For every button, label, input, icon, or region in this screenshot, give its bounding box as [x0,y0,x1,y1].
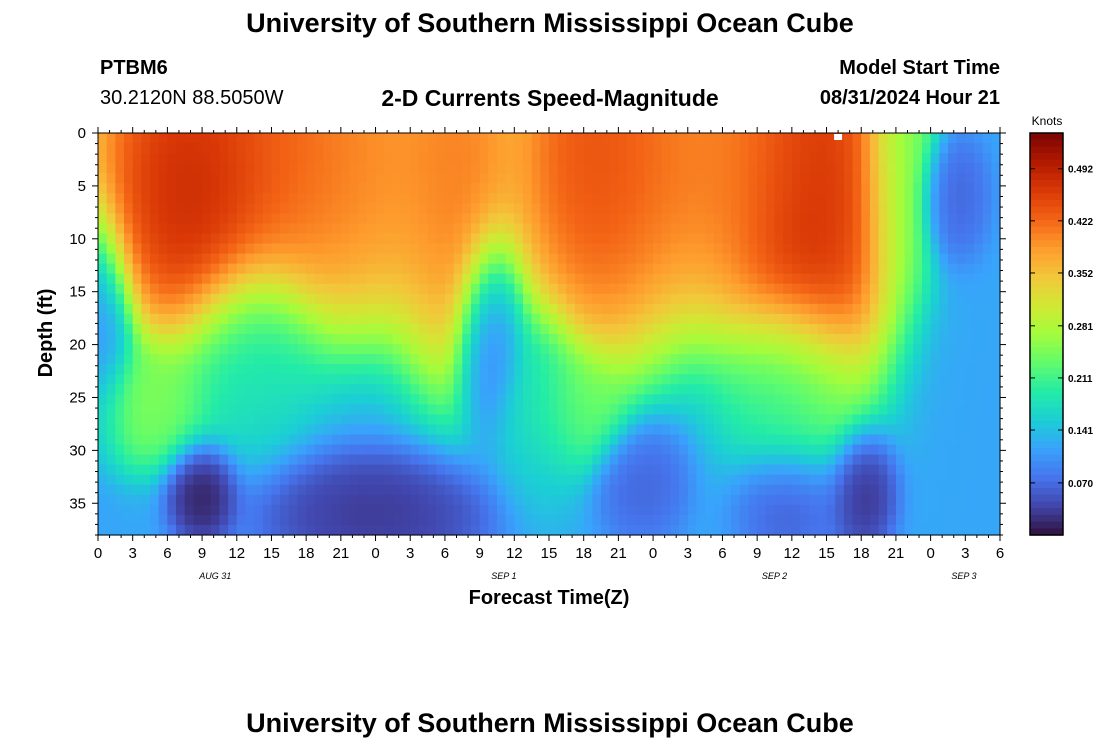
date-label: SEP 1 [491,571,516,581]
y-tick-label: 15 [69,284,86,301]
date-label: SEP 3 [951,571,976,581]
x-tick-label: 3 [129,545,137,562]
x-tick-label: 6 [996,545,1004,562]
colorbar: 0.492 0.422 0.352 0.281 0.211 0.141 0.070 [1029,132,1093,536]
surface-marker [834,134,843,140]
x-tick-label: 21 [333,545,350,562]
colorbar-tick-label: 0.141 [1068,426,1093,437]
date-label: SEP 2 [762,571,787,581]
x-tick-label: 9 [198,545,206,562]
x-tick-label: 15 [263,545,280,562]
x-tick-label: 12 [506,545,523,562]
colorbar-tick-label: 0.211 [1068,374,1093,385]
x-tick-label: 6 [718,545,726,562]
x-tick-label: 0 [926,545,934,562]
y-axis-title: Depth (ft) [35,289,57,378]
colorbar-tick-label: 0.070 [1068,479,1093,490]
date-label: AUG 31 [198,571,231,581]
x-tick-label: 3 [961,545,969,562]
y-tick-label: 30 [69,442,86,459]
x-tick-label: 3 [406,545,414,562]
x-tick-label: 0 [371,545,379,562]
x-tick-label: 9 [753,545,761,562]
x-tick-label: 6 [163,545,171,562]
x-tick-label: 9 [475,545,483,562]
heatmap-chart: 0 3 6 9 12 15 18 21 0 3 6 9 12 15 18 21 0 3 6 9 12 15 18 21 0 3 6 A… [35,114,1093,609]
model-start-label: Model Start Time [839,57,1000,79]
x-tick-label: 15 [818,545,835,562]
colorbar-tick-label: 0.352 [1068,269,1093,280]
y-tick-label: 35 [69,495,86,512]
colorbar-label: Knots [1032,114,1063,128]
page-title: University of Southern Mississippi Ocean… [246,8,854,38]
x-tick-label: 21 [888,545,905,562]
x-tick-label: 12 [228,545,245,562]
x-tick-label: 18 [853,545,870,562]
chart-subtitle: 2-D Currents Speed-Magnitude [381,85,719,111]
colorbar-frame [1029,132,1064,536]
x-tick-label: 0 [649,545,657,562]
station-id: PTBM6 [100,57,168,79]
x-tick-label: 3 [684,545,692,562]
x-tick-label: 18 [575,545,592,562]
station-coords: 30.2120N 88.5050W [100,87,284,109]
x-tick-label: 0 [94,545,102,562]
colorbar-tick-label: 0.492 [1068,165,1093,176]
y-tick-label: 25 [69,389,86,406]
heatmap-cells [98,133,1001,536]
footer-title: University of Southern Mississippi Ocean… [246,708,854,738]
colorbar-tick-label: 0.281 [1068,322,1093,333]
y-tick-label: 5 [78,178,86,195]
x-tick-label: 12 [784,545,801,562]
y-tick-label: 0 [78,125,86,142]
axis-labels: 0 3 6 9 12 15 18 21 0 3 6 9 12 15 18 21 0 3 6 9 12 15 18 21 0 3 6 A… [69,125,1004,581]
x-tick-label: 21 [610,545,627,562]
x-tick-label: 6 [441,545,449,562]
x-axis-title: Forecast Time(Z) [469,587,630,609]
axis-ticks [92,127,1006,541]
model-start-time: 08/31/2024 Hour 21 [819,87,1000,109]
colorbar-tick-label: 0.422 [1068,217,1093,228]
x-tick-label: 18 [298,545,315,562]
y-tick-label: 20 [69,337,86,354]
x-tick-label: 15 [541,545,558,562]
y-tick-label: 10 [69,231,86,248]
